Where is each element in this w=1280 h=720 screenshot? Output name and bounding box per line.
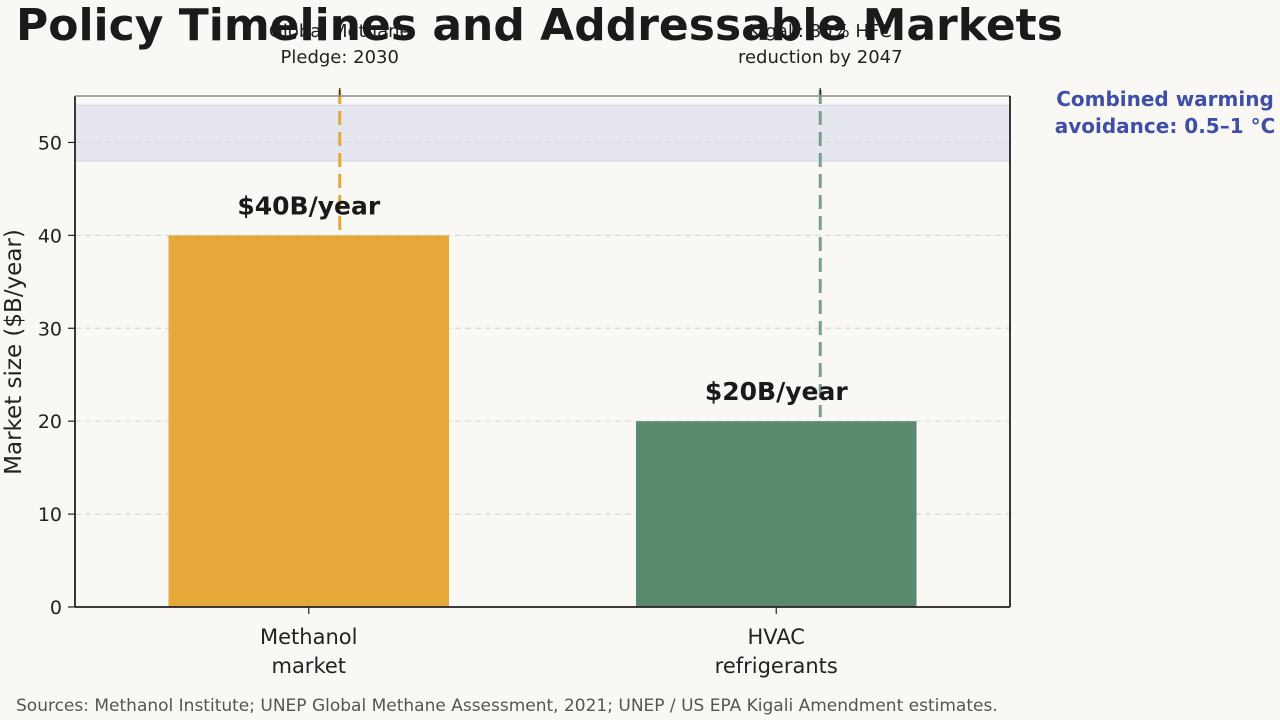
policy-marker-label: Global Methane: [269, 21, 411, 42]
policy-marker-label: Pledge: 2030: [281, 47, 399, 68]
bar: [636, 421, 917, 607]
x-tick-label: refrigerants: [715, 654, 838, 678]
policy-marker-label: reduction by 2047: [738, 47, 903, 68]
y-tick-label: 0: [50, 597, 62, 619]
x-tick-label: Methanol: [260, 625, 357, 649]
y-axis-label: Market size ($B/year): [1, 229, 27, 475]
x-tick-label: HVAC: [748, 625, 805, 649]
band-label: avoidance: 0.5–1 °C: [1055, 114, 1276, 138]
y-tick-label: 30: [38, 318, 62, 340]
bar: [168, 235, 449, 607]
warming-band: [74, 104, 1011, 162]
policy-marker-label: Kigali: 80% HFC: [749, 21, 892, 42]
y-tick-label: 10: [38, 504, 62, 526]
bar-value-label: $40B/year: [237, 191, 380, 220]
source-note: Sources: Methanol Institute; UNEP Global…: [16, 696, 998, 716]
x-tick-label: market: [271, 654, 346, 678]
y-tick-label: 40: [38, 225, 62, 247]
chart-title: Policy Timelines and Addressable Markets: [16, 0, 1063, 51]
bar-value-label: $20B/year: [705, 377, 848, 406]
y-tick-label: 50: [38, 132, 62, 154]
band-label: Combined warming: [1056, 87, 1274, 111]
y-tick-label: 20: [38, 411, 62, 433]
